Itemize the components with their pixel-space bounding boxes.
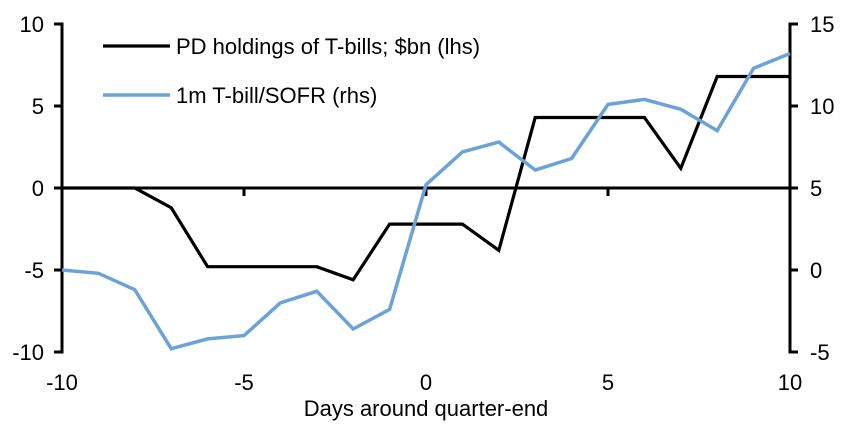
legend-label-pd-holdings: PD holdings of T-bills; $bn (lhs)	[176, 34, 480, 59]
left-axis-tick-label: 5	[32, 94, 44, 119]
left-axis-tick-label: 0	[32, 176, 44, 201]
series-line-pd-holdings	[62, 74, 790, 282]
left-axis-tick-label: 10	[20, 12, 44, 37]
x-axis-tick-label: -5	[234, 370, 254, 395]
x-axis-tick-label: 10	[778, 370, 802, 395]
right-axis-tick-label: 15	[810, 12, 834, 37]
left-axis-tick-label: -5	[24, 258, 44, 283]
right-axis-tick-label: 10	[810, 94, 834, 119]
x-axis-tick-label: 5	[602, 370, 614, 395]
series-line-tbill-sofr	[61, 51, 791, 351]
legend: PD holdings of T-bills; $bn (lhs) 1m T-b…	[103, 34, 480, 108]
x-axis-tick-label: -10	[46, 370, 78, 395]
left-axis-tick-label: -10	[12, 340, 44, 365]
right-axis-tick-label: 5	[810, 176, 822, 201]
axis-labels: 10 5 0 -5 -10 15 10 5 0 -5 -10 -5 0 5 10	[12, 12, 834, 395]
x-axis-tick-label: 0	[420, 370, 432, 395]
legend-label-tbill-sofr: 1m T-bill/SOFR (rhs)	[176, 83, 377, 108]
right-axis-tick-label: -5	[810, 340, 830, 365]
x-axis-title: Days around quarter-end	[304, 396, 549, 421]
right-axis-tick-label: 0	[810, 258, 822, 283]
